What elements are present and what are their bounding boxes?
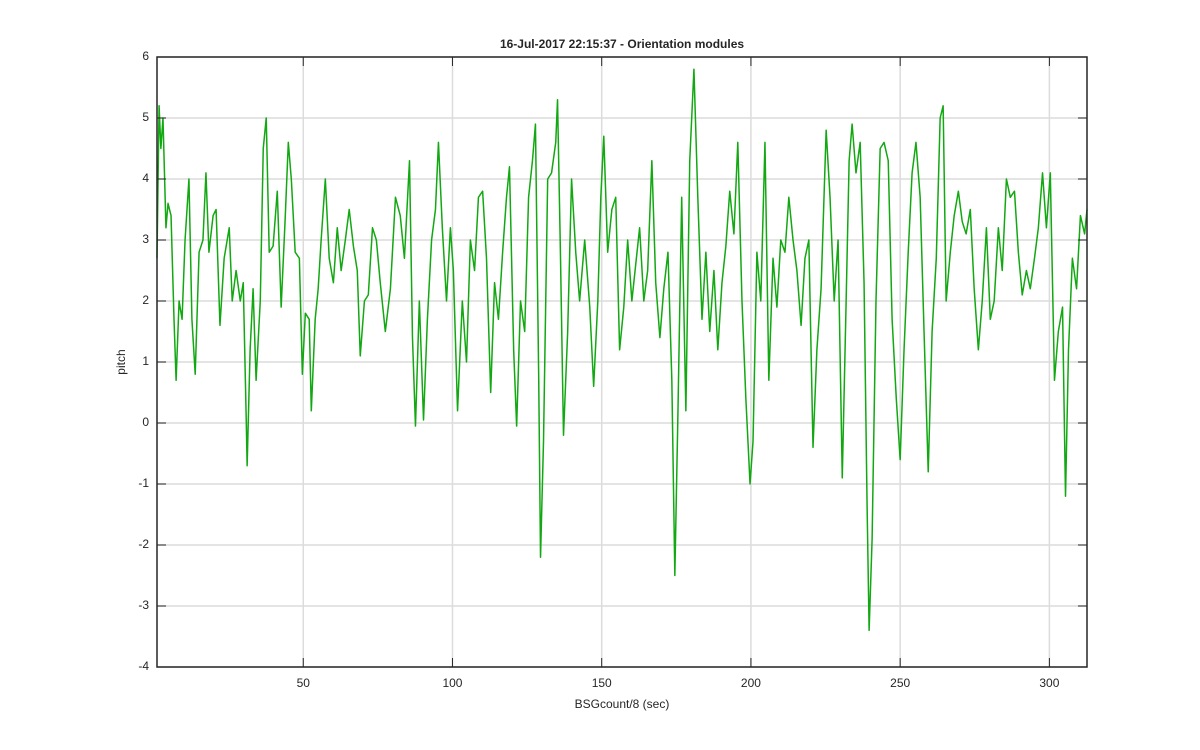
y-tick-label: -2 <box>138 537 149 551</box>
x-tick-label: 50 <box>297 676 311 690</box>
y-tick-label: 1 <box>142 354 149 368</box>
y-tick-label: 3 <box>142 232 149 246</box>
y-tick-label: -4 <box>138 659 149 673</box>
y-tick-label: -1 <box>138 476 149 490</box>
y-axis-label: pitch <box>114 349 128 374</box>
y-tick-label: 6 <box>142 49 149 63</box>
y-tick-label: 2 <box>142 293 149 307</box>
x-tick-label: 150 <box>592 676 612 690</box>
x-tick-label: 250 <box>890 676 910 690</box>
y-tick-label: 4 <box>142 171 149 185</box>
x-tick-label: 200 <box>741 676 761 690</box>
y-tick-label: -3 <box>138 598 149 612</box>
x-tick-label: 300 <box>1039 676 1059 690</box>
data-line <box>156 68 1088 632</box>
x-tick-label: 100 <box>442 676 462 690</box>
tick-layer: 50 100 150 200 250 300 -4 -3 -2 -1 0 1 2 3 4 5 6 <box>138 49 1087 690</box>
y-tick-label: 0 <box>142 415 149 429</box>
x-axis-label: BSGcount/8 (sec) <box>575 697 670 711</box>
line-layer <box>156 68 1088 632</box>
y-tick-label: 5 <box>142 110 149 124</box>
chart-title: 16-Jul-2017 22:15:37 - Orientation modul… <box>500 37 744 51</box>
